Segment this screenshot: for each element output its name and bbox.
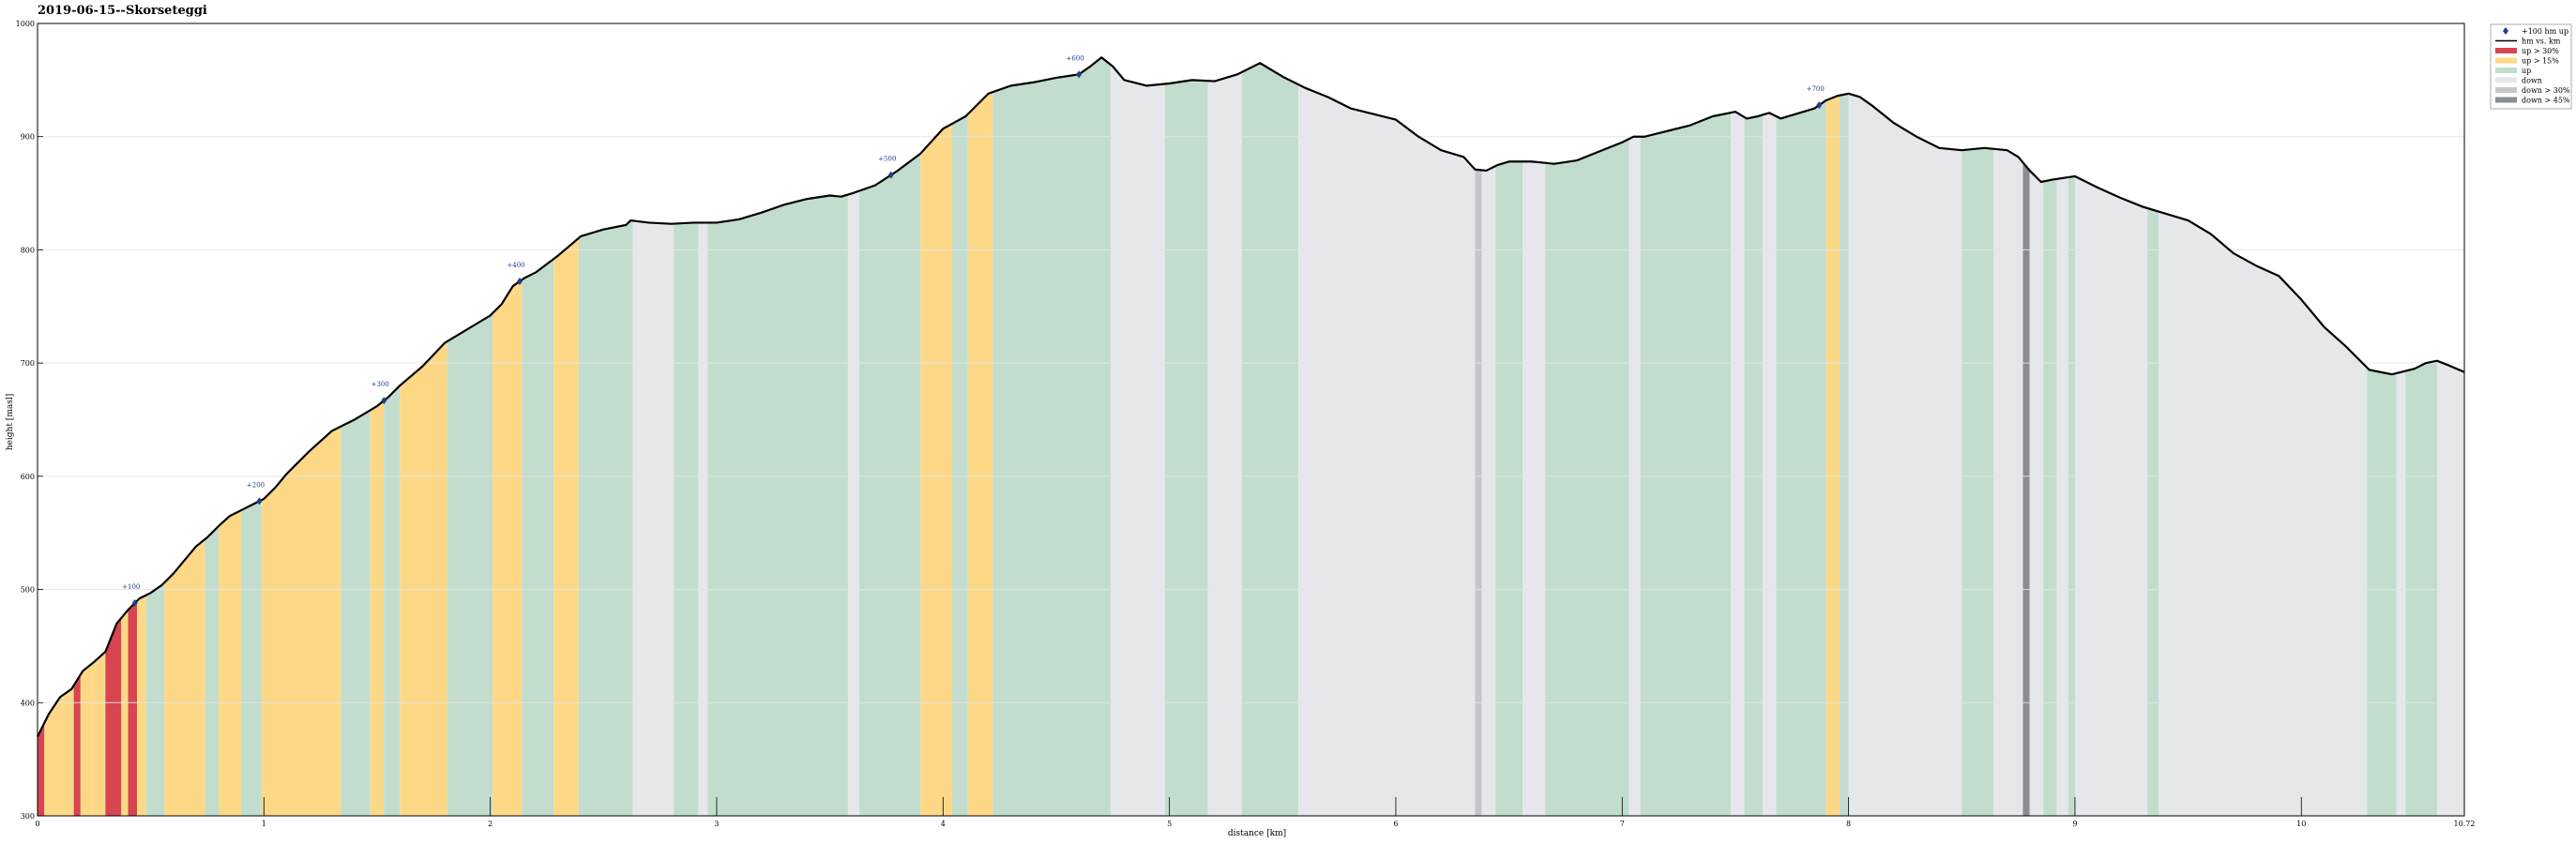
legend-label: down > 30% xyxy=(2522,86,2570,95)
segment-down xyxy=(847,23,860,816)
x-tick-label: 4 xyxy=(941,820,946,828)
segment-up xyxy=(1744,23,1763,816)
x-tick-label: 2 xyxy=(488,820,492,828)
legend-swatch-up xyxy=(2495,68,2517,73)
marker-diamond xyxy=(1816,101,1823,110)
segment-down xyxy=(1762,23,1777,816)
segment-up xyxy=(993,23,1111,816)
segment-down xyxy=(1629,23,1641,816)
segment-down xyxy=(698,23,708,816)
segment-up xyxy=(2068,23,2075,816)
marker-label: +500 xyxy=(878,156,896,163)
legend-swatch-marker xyxy=(2503,27,2508,35)
segment-down xyxy=(1848,23,1962,816)
y-tick-label: 1000 xyxy=(16,20,35,28)
marker-diamond xyxy=(517,277,523,285)
segment-up xyxy=(1839,23,1849,816)
segment-down xyxy=(1207,23,1242,816)
y-tick-label: 400 xyxy=(21,699,35,707)
y-axis-label: height [masl] xyxy=(6,394,15,450)
marker-diamond xyxy=(381,397,387,405)
profile-line xyxy=(37,56,2465,737)
segment-down30 xyxy=(1475,23,1482,816)
segment-down xyxy=(1731,23,1745,816)
plot-frame xyxy=(37,23,2465,817)
marker-diamond xyxy=(256,497,263,505)
y-tick-label: 500 xyxy=(21,586,35,595)
y-tick-label: 800 xyxy=(21,246,35,254)
x-tick-label: 5 xyxy=(1167,820,1172,828)
legend-box xyxy=(2490,23,2572,110)
segment-up xyxy=(1962,23,1994,816)
segment-up xyxy=(2043,23,2057,816)
y-tick-label: 300 xyxy=(21,812,35,821)
y-axis-ticks: 300 400 500 600 700 800 900 1000 xyxy=(16,20,43,821)
legend-label: down xyxy=(2522,77,2542,85)
axes-frame xyxy=(37,23,2465,817)
profile-line-group xyxy=(37,56,2465,737)
segment-up xyxy=(1164,23,1208,816)
segment-down xyxy=(1481,23,1496,816)
segment-up xyxy=(1640,23,1732,816)
segment-up15 xyxy=(967,23,993,816)
legend-label: down > 45% xyxy=(2522,97,2570,105)
marker-label: +700 xyxy=(1807,85,1825,93)
legend-label: up xyxy=(2522,67,2531,75)
mask-above-profile xyxy=(38,23,2464,737)
chart-title: 2019-06-15--Skorseteggi xyxy=(38,4,207,18)
marker-label: +400 xyxy=(507,262,524,269)
segment-up xyxy=(1241,23,1299,816)
x-tick-label: 10.72 xyxy=(2454,820,2476,828)
legend-label: +100 hm up xyxy=(2522,27,2568,36)
x-tick-label: 9 xyxy=(2072,820,2077,828)
marker-label: +100 xyxy=(122,583,140,591)
x-axis-label: distance [km] xyxy=(1228,829,1286,838)
marker-label: +600 xyxy=(1066,54,1083,62)
y-tick-label: 600 xyxy=(21,473,35,481)
x-tick-label: 6 xyxy=(1393,820,1398,828)
marker-diamond xyxy=(1076,70,1083,79)
segment-up xyxy=(1776,23,1826,816)
marker-diamond xyxy=(887,171,894,179)
legend-swatch-down45 xyxy=(2495,97,2517,103)
legend-swatch-down xyxy=(2495,77,2517,83)
segment-down xyxy=(1298,23,1476,816)
legend-swatch-up30 xyxy=(2495,48,2517,53)
height-gain-markers: +100 +200 +300 +400 +500 +600 +700 xyxy=(122,54,1825,608)
legend-swatch-up15 xyxy=(2495,57,2517,64)
legend-label: hm vs. km xyxy=(2522,38,2561,46)
segment-down xyxy=(1110,23,1165,816)
segment-up xyxy=(2147,23,2159,816)
segment-down xyxy=(2396,23,2406,816)
x-tick-label: 10 xyxy=(2296,820,2306,828)
x-tick-label: 7 xyxy=(1620,820,1625,828)
marker-label: +300 xyxy=(371,381,389,388)
segment-down xyxy=(2029,23,2044,816)
segment-up xyxy=(951,23,968,816)
segment-down xyxy=(2056,23,2068,816)
x-axis-ticks: 0 1 2 3 4 5 6 7 8 9 10 10.72 xyxy=(35,797,2475,828)
x-tick-label: 8 xyxy=(1846,820,1851,828)
y-tick-label: 700 xyxy=(21,359,35,368)
legend-label: up > 15% xyxy=(2522,57,2559,66)
legend-label: up > 30% xyxy=(2522,47,2559,55)
marker-label: +200 xyxy=(247,481,265,489)
legend-swatch-down30 xyxy=(2495,87,2517,93)
marker-diamond xyxy=(131,599,138,608)
x-tick-label: 3 xyxy=(714,820,719,828)
x-tick-label: 0 xyxy=(35,820,39,828)
segment-up15 xyxy=(1826,23,1840,816)
segment-down45 xyxy=(2023,23,2030,816)
x-tick-label: 1 xyxy=(262,820,266,828)
y-tick-label: 900 xyxy=(21,133,35,142)
segment-up15 xyxy=(920,23,952,816)
